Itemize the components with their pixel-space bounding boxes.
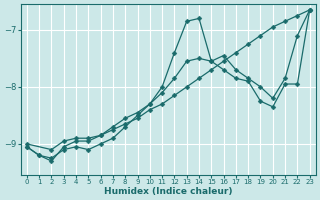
X-axis label: Humidex (Indice chaleur): Humidex (Indice chaleur) <box>104 187 233 196</box>
